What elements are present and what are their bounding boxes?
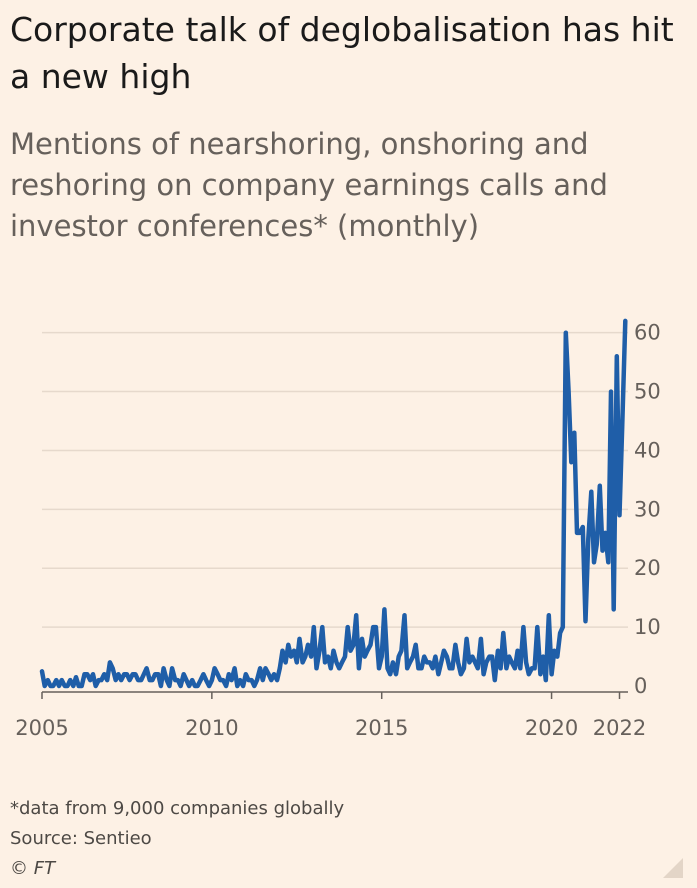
- footnote: *data from 9,000 companies globally: [10, 798, 345, 819]
- y-axis-ticks: 0 10 20 30 40 50 60: [634, 321, 661, 698]
- resize-handle-icon: [663, 858, 683, 878]
- x-tick-label-2010: 2010: [185, 716, 238, 740]
- y-tick-label-20: 20: [634, 556, 661, 580]
- chart-title: Corporate talk of deglobalisation has hi…: [10, 10, 674, 96]
- y-tick-label-0: 0: [634, 674, 647, 698]
- x-tick-label-2005: 2005: [15, 716, 68, 740]
- x-tick-label-2020: 2020: [525, 716, 578, 740]
- x-tick-label-2015: 2015: [355, 716, 408, 740]
- series-group: [39, 318, 628, 689]
- x-tick-label-2022: 2022: [593, 716, 646, 740]
- source-note: Source: Sentieo: [10, 828, 152, 849]
- gridlines: [42, 331, 628, 628]
- chart-subtitle: Mentions of nearshoring, onshoring and r…: [10, 127, 608, 243]
- y-tick-label-30: 30: [634, 497, 661, 521]
- y-tick-label-10: 10: [634, 615, 661, 639]
- line-chart: 2005 2010 2015 2020 2022 0 10 20 30 40 50 60: [15, 318, 661, 740]
- series-line-0: [39, 318, 628, 689]
- y-tick-label-50: 50: [634, 380, 661, 404]
- copyright: © FT: [10, 858, 56, 879]
- x-axis: 2005 2010 2015 2020 2022: [15, 691, 646, 740]
- y-tick-label-60: 60: [634, 321, 661, 345]
- y-tick-label-40: 40: [634, 438, 661, 462]
